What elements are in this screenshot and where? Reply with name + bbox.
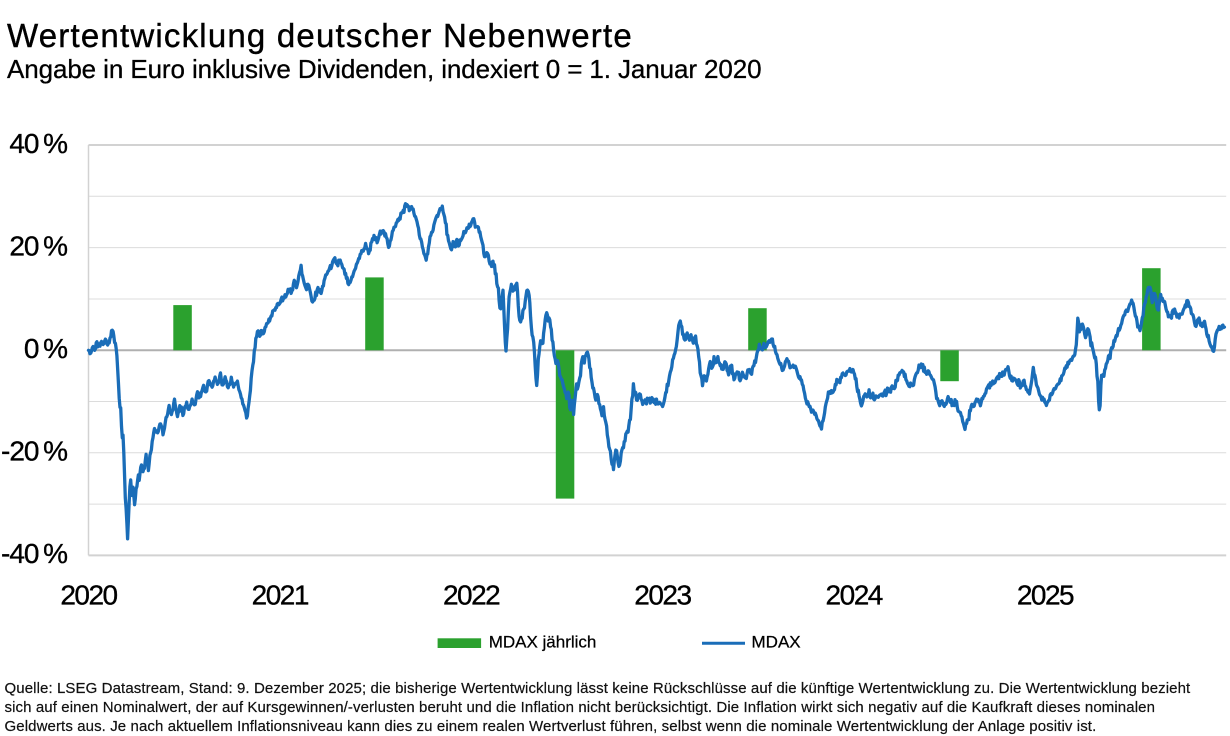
svg-text:-40 %: -40 % [1,538,67,569]
svg-text:-20 %: -20 % [1,436,67,467]
svg-text:MDAX: MDAX [752,633,801,652]
svg-text:2025: 2025 [1017,579,1074,610]
svg-text:2020: 2020 [60,579,117,610]
svg-text:0 %: 0 % [24,333,67,364]
svg-text:20 %: 20 % [9,230,67,261]
svg-text:2023: 2023 [634,579,691,610]
svg-text:2024: 2024 [826,579,883,610]
svg-text:2021: 2021 [252,579,309,610]
svg-text:40 %: 40 % [9,128,67,159]
svg-text:2022: 2022 [443,579,500,610]
svg-text:MDAX jährlich: MDAX jährlich [489,633,597,652]
